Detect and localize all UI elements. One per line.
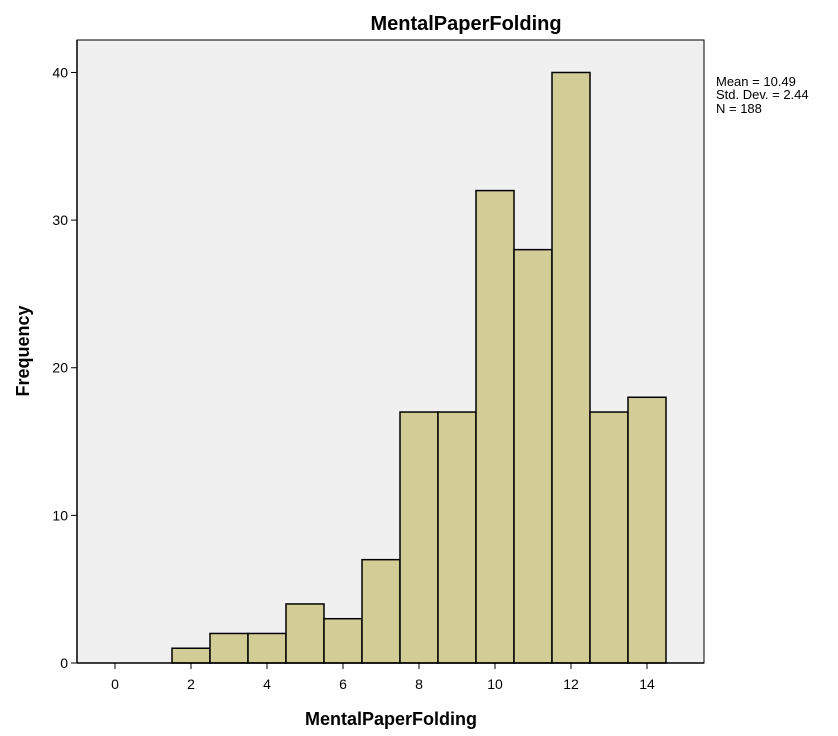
y-tick-label: 10 [52,507,68,523]
stats-std-dev: Std. Dev. = 2.44 [716,87,809,102]
histogram-bar [399,411,439,664]
y-tick-label: 20 [52,360,68,376]
y-tick-label: 30 [52,212,68,228]
bars-layer [171,71,667,664]
y-tick-label: 0 [60,655,68,671]
x-tick-label: 2 [187,676,195,692]
histogram-bar [361,558,401,664]
histogram-bar [285,603,325,664]
x-tick-label: 4 [263,676,271,692]
histogram-bar [513,248,553,664]
x-tick-label: 6 [339,676,347,692]
y-tick-label: 40 [52,64,68,80]
histogram-bar [171,647,211,664]
x-tick-label: 8 [415,676,423,692]
stats-n: N = 188 [716,101,762,116]
x-tick-label: 0 [111,676,119,692]
histogram-bar [589,411,629,664]
x-tick-label: 12 [563,676,579,692]
x-tick-label: 10 [487,676,503,692]
chart-title: MentalPaperFolding [370,13,561,35]
histogram-bar [551,71,591,664]
histogram-bar [323,617,363,664]
stats-mean: Mean = 10.49 [716,74,796,89]
histogram-bar [437,411,477,664]
histogram-bar [247,632,287,664]
histogram-bar [209,632,249,664]
axes-layer: 0 10 20 30 40 0 2 4 6 8 10 12 14 [52,40,704,692]
x-tick-label: 14 [639,676,655,692]
histogram-bar [475,189,515,664]
x-axis-title: MentalPaperFolding [305,709,477,729]
stats-box: Mean = 10.49 Std. Dev. = 2.44 N = 188 [716,74,809,116]
y-axis-title: Frequency [13,305,33,396]
histogram-bar [627,396,667,664]
